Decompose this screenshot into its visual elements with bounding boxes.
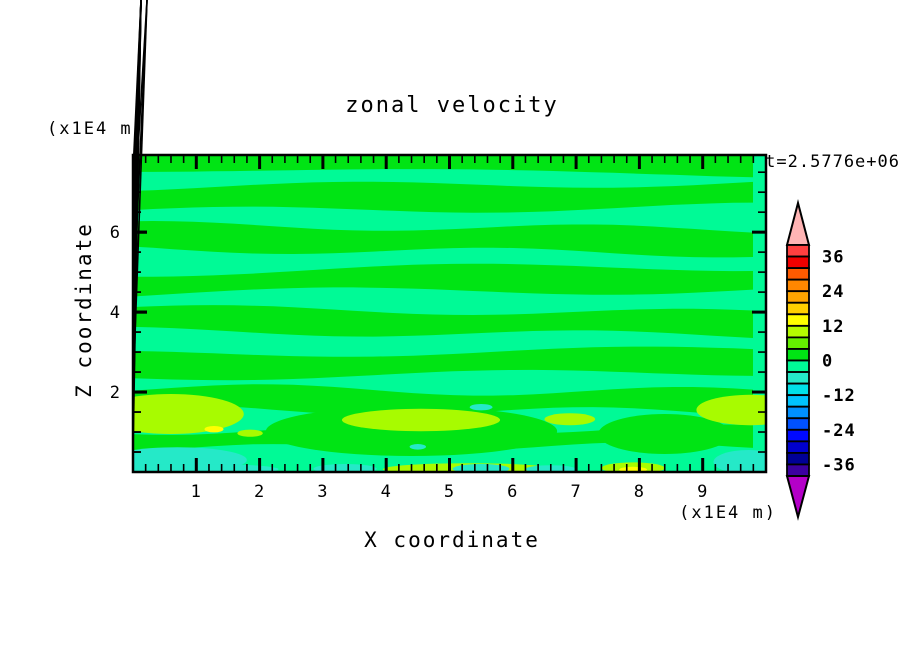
x-tick-label: 1: [191, 482, 202, 502]
contour-feature: [713, 450, 766, 472]
x-tick-label: 6: [507, 482, 518, 502]
chart-title: zonal velocity: [345, 93, 558, 118]
colorbar-segment: [786, 290, 810, 304]
minor-tick: [132, 0, 142, 173]
contour-feature: [204, 426, 224, 433]
contour-feature: [544, 413, 596, 426]
z-tick-label: 2: [110, 383, 121, 403]
colorbar-segment: [786, 267, 810, 281]
colorbar-segment: [786, 348, 810, 362]
colorbar-label: -24: [822, 421, 856, 441]
contour-band: [133, 305, 753, 338]
x-tick-label: 7: [570, 482, 581, 502]
contour-feature: [133, 394, 244, 434]
x-tick-label: 3: [317, 482, 328, 502]
x-tick-label: 4: [381, 482, 392, 502]
z-tick-label: 6: [110, 223, 121, 243]
contour-feature: [452, 464, 510, 472]
colorbar-segment: [786, 255, 810, 269]
colorbar-segment: [786, 417, 810, 431]
colorbar-segment: [786, 359, 810, 373]
contour-band: [133, 384, 753, 417]
contour-band: [133, 263, 753, 297]
colorbar-segment: [786, 463, 810, 477]
y-tick-labels: 2 4 6: [110, 223, 121, 403]
colorbar-segment: [786, 405, 810, 420]
x-tick-label: 5: [444, 482, 455, 502]
x-tick-labels: 1 2 3 4 5 6 7 8 9: [191, 482, 708, 502]
minor-tick: [132, 0, 148, 233]
x-tick-label: 2: [254, 482, 265, 502]
colorbar-over-arrow: [785, 199, 811, 246]
contour-band: [133, 221, 753, 258]
plot-frame: [131, 153, 768, 474]
contour-feature: [409, 444, 426, 450]
colorbar-segment: [786, 278, 810, 293]
colorbar-segment: [786, 440, 810, 454]
colorbar-segment: [786, 313, 810, 327]
x-tick-label: 8: [634, 482, 645, 502]
colorbar-label: 0: [822, 352, 833, 372]
contour-feature: [341, 408, 501, 432]
contour-field: [133, 155, 766, 472]
contour-band: [133, 346, 753, 381]
contour-feature: [133, 464, 279, 472]
colorbar-segment: [786, 382, 810, 397]
colorbar-segment: [786, 301, 810, 316]
colorbar-segment: [786, 451, 810, 466]
colorbar-label: 36: [822, 248, 844, 268]
colorbar-segment: [786, 244, 810, 258]
colorbar-segment: [786, 371, 810, 385]
colorbar-under-arrow: [785, 475, 811, 521]
colorbar-segment: [786, 324, 810, 339]
colorbar-segment: [786, 428, 810, 443]
contour-feature: [237, 429, 263, 437]
colorbar-label: 12: [822, 317, 844, 337]
colorbar-segment: [786, 336, 810, 350]
colorbar-segment: [786, 394, 810, 408]
colorbar-label: -12: [822, 386, 856, 406]
colorbar: 36 24 12 0 -12 -24 -36: [785, 199, 856, 521]
axis-ticks: [132, 0, 766, 472]
z-tick-label: 4: [110, 303, 121, 323]
x-axis-title: X coordinate: [364, 528, 540, 552]
contour-feature: [598, 414, 732, 454]
contour-feature: [469, 404, 493, 411]
colorbar-label: 24: [822, 282, 844, 302]
colorbar-label: -36: [822, 456, 856, 476]
z-axis-unit-label: (x1E4 m): [47, 119, 145, 139]
x-tick-label: 9: [697, 482, 708, 502]
contour-feature: [696, 394, 766, 426]
timestamp-label: t=2.5776e+06: [765, 152, 900, 172]
contour-band: [133, 155, 753, 178]
y-axis-title: Z coordinate: [72, 222, 96, 398]
contour-band: [133, 181, 753, 213]
x-axis-unit-label: (x1E4 m): [679, 503, 777, 523]
